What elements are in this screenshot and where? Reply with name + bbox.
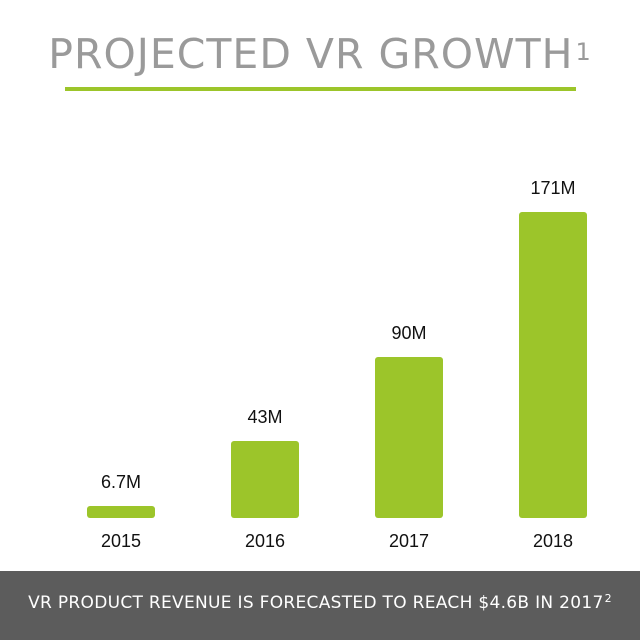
labels-layer: 6.7M 2015 43M 2016 90M 2017 171M 2018 (101, 178, 576, 551)
footer-caption-text: VR PRODUCT REVENUE IS FORECASTED TO REAC… (28, 593, 604, 613)
category-label-2016: 2016 (245, 531, 285, 551)
bar-2015 (87, 506, 155, 518)
bars-layer (87, 212, 587, 518)
footer-caption: VR PRODUCT REVENUE IS FORECASTED TO REAC… (0, 592, 640, 613)
category-label-2015: 2015 (101, 531, 141, 551)
chart-title: PROJECTED VR GROWTH1 (0, 30, 640, 78)
category-label-2017: 2017 (389, 531, 429, 551)
bar-2016 (231, 441, 299, 518)
bar-2017 (375, 356, 443, 518)
data-label-2018: 171M (530, 178, 575, 198)
data-label-2016: 43M (247, 407, 282, 427)
bar-2018 (519, 212, 587, 518)
footer-footnote-marker: 2 (604, 592, 612, 605)
chart-title-text: PROJECTED VR GROWTH (48, 30, 574, 78)
footer-banner: VR PRODUCT REVENUE IS FORECASTED TO REAC… (0, 571, 640, 640)
category-label-2018: 2018 (533, 531, 573, 551)
title-footnote-marker: 1 (575, 38, 592, 66)
data-label-2017: 90M (391, 323, 426, 343)
title-underline (65, 87, 576, 91)
data-label-2015: 6.7M (101, 472, 141, 492)
